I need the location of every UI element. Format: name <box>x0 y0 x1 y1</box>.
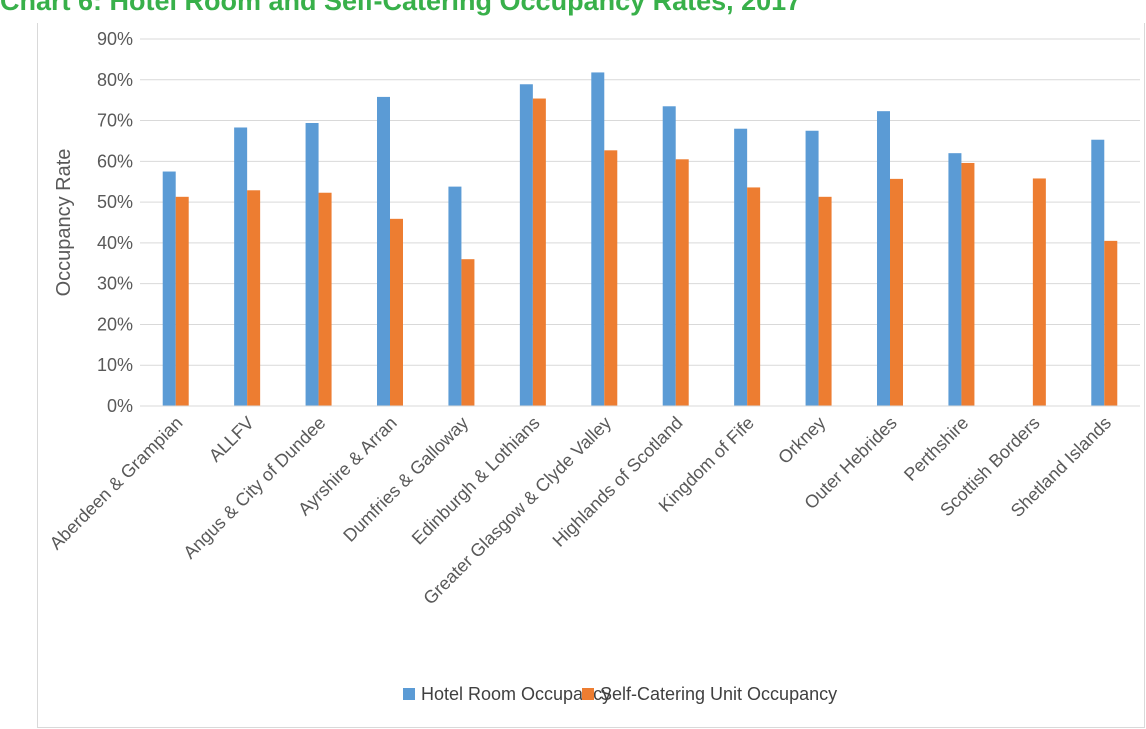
x-tick-label: ALLFV <box>205 413 258 466</box>
bar-hotel <box>234 127 248 406</box>
bar-hotel <box>591 72 605 406</box>
y-tick-label: 90% <box>97 29 133 49</box>
x-tick-label: Edinburgh & Lothians <box>408 413 544 549</box>
bar-hotel <box>877 111 890 406</box>
bar-self-catering <box>890 178 903 406</box>
bar-self-catering <box>1104 240 1118 406</box>
bar-hotel <box>662 106 676 407</box>
bar-self-catering <box>747 187 761 406</box>
x-tick-label: Angus & City of Dundee <box>179 413 329 563</box>
legend-label: Hotel Room Occupancy <box>421 684 611 704</box>
y-tick-label: 70% <box>97 111 133 131</box>
bar-self-catering <box>461 259 475 406</box>
y-tick-label: 50% <box>97 192 133 212</box>
x-tick-label: Highlands of Scotland <box>549 413 687 551</box>
bar-hotel <box>377 96 390 406</box>
x-tick-label: Aberdeen & Grampian <box>46 413 187 554</box>
chart-area <box>37 23 1145 728</box>
chart-title: Chart 6: Hotel Room and Self-Catering Oc… <box>0 0 802 16</box>
y-axis-title: Occupancy Rate <box>53 149 75 297</box>
bar-self-catering <box>318 192 332 406</box>
bar-self-catering <box>1032 178 1046 406</box>
x-tick-label: Orkney <box>774 413 829 468</box>
bar-self-catering <box>961 162 975 406</box>
bar-self-catering <box>675 159 689 406</box>
y-tick-label: 30% <box>97 274 133 294</box>
y-tick-label: 20% <box>97 314 133 334</box>
bar-self-catering <box>818 196 832 406</box>
bar-hotel <box>734 128 748 406</box>
bar-hotel <box>519 84 533 406</box>
bar-self-catering <box>532 98 546 406</box>
y-tick-label: 40% <box>97 233 133 253</box>
bar-hotel <box>805 130 819 406</box>
bar-hotel <box>448 186 462 406</box>
y-tick-label: 80% <box>97 70 133 90</box>
y-tick-label: 0% <box>107 396 133 416</box>
bar-self-catering <box>175 196 189 406</box>
bar-self-catering <box>390 218 403 406</box>
legend-swatch <box>582 688 594 700</box>
y-tick-label: 10% <box>97 355 133 375</box>
y-tick-label: 60% <box>97 151 133 171</box>
bar-self-catering <box>604 150 618 406</box>
bar-self-catering <box>247 190 261 406</box>
legend-swatch <box>403 688 415 700</box>
bar-hotel <box>305 123 319 406</box>
bar-hotel <box>162 171 176 406</box>
x-tick-label: Dumfries & Galloway <box>339 413 472 546</box>
x-tick-label: Perthshire <box>900 413 972 485</box>
bar-hotel <box>1091 139 1105 406</box>
bar-hotel <box>948 153 962 406</box>
legend-label: Self-Catering Unit Occupancy <box>600 684 837 704</box>
